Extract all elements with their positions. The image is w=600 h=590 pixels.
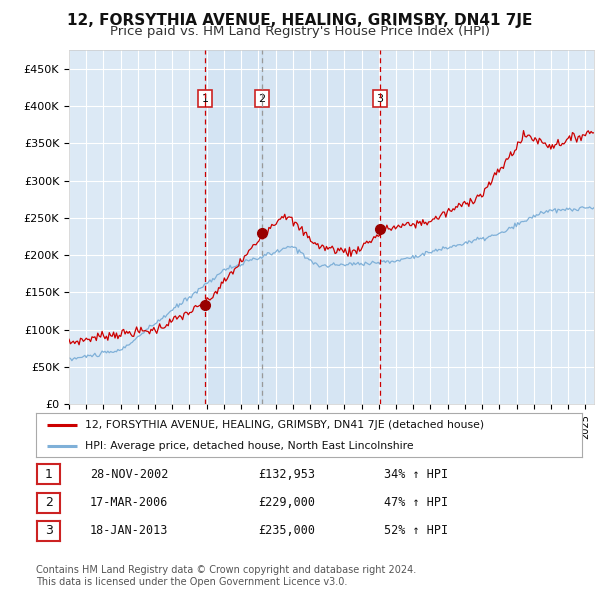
Text: 17-MAR-2006: 17-MAR-2006 xyxy=(90,496,169,509)
Text: 34% ↑ HPI: 34% ↑ HPI xyxy=(384,468,448,481)
Text: 1: 1 xyxy=(202,94,209,104)
Bar xyxy=(205,50,262,404)
Text: 3: 3 xyxy=(44,525,53,537)
Text: 2: 2 xyxy=(44,496,53,509)
Text: 12, FORSYTHIA AVENUE, HEALING, GRIMSBY, DN41 7JE (detached house): 12, FORSYTHIA AVENUE, HEALING, GRIMSBY, … xyxy=(85,421,484,430)
Text: Price paid vs. HM Land Registry's House Price Index (HPI): Price paid vs. HM Land Registry's House … xyxy=(110,25,490,38)
Text: £229,000: £229,000 xyxy=(258,496,315,509)
Text: £235,000: £235,000 xyxy=(258,525,315,537)
Text: 52% ↑ HPI: 52% ↑ HPI xyxy=(384,525,448,537)
Text: 47% ↑ HPI: 47% ↑ HPI xyxy=(384,496,448,509)
Text: 3: 3 xyxy=(376,94,383,104)
Text: 12, FORSYTHIA AVENUE, HEALING, GRIMSBY, DN41 7JE: 12, FORSYTHIA AVENUE, HEALING, GRIMSBY, … xyxy=(67,13,533,28)
Text: 18-JAN-2013: 18-JAN-2013 xyxy=(90,525,169,537)
Bar xyxy=(262,50,380,404)
Text: Contains HM Land Registry data © Crown copyright and database right 2024.
This d: Contains HM Land Registry data © Crown c… xyxy=(36,565,416,587)
Text: 2: 2 xyxy=(259,94,266,104)
Text: HPI: Average price, detached house, North East Lincolnshire: HPI: Average price, detached house, Nort… xyxy=(85,441,414,451)
Text: 28-NOV-2002: 28-NOV-2002 xyxy=(90,468,169,481)
Text: 1: 1 xyxy=(44,468,53,481)
Text: £132,953: £132,953 xyxy=(258,468,315,481)
